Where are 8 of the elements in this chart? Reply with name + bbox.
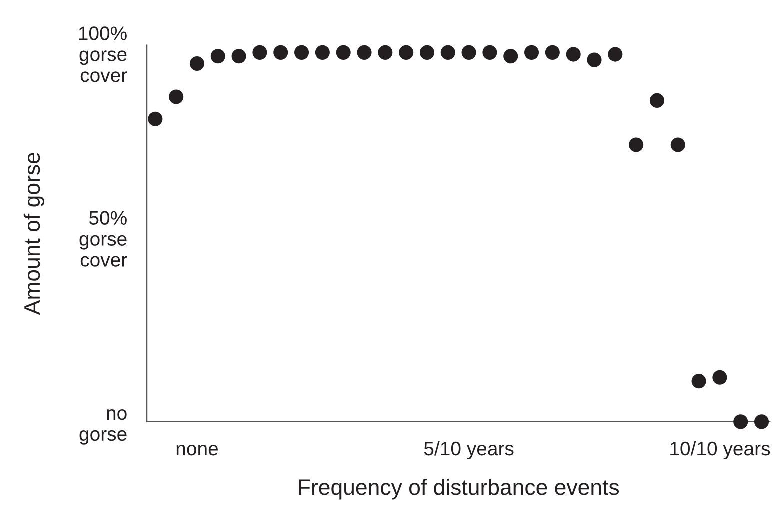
x-axis-title: Frequency of disturbance events [299, 478, 620, 500]
x-tick-label: 10/10 years [670, 441, 770, 460]
x-tick-label: none [176, 445, 218, 456]
y-axis-title: Amount of gorse [24, 153, 45, 316]
y-tick-label: no gorse [80, 409, 127, 445]
y-tick-label: 50% gorse cover [80, 211, 128, 267]
x-tick-label: 5/10 years [424, 441, 514, 460]
y-tick-label: 100% gorse cover [79, 26, 128, 82]
